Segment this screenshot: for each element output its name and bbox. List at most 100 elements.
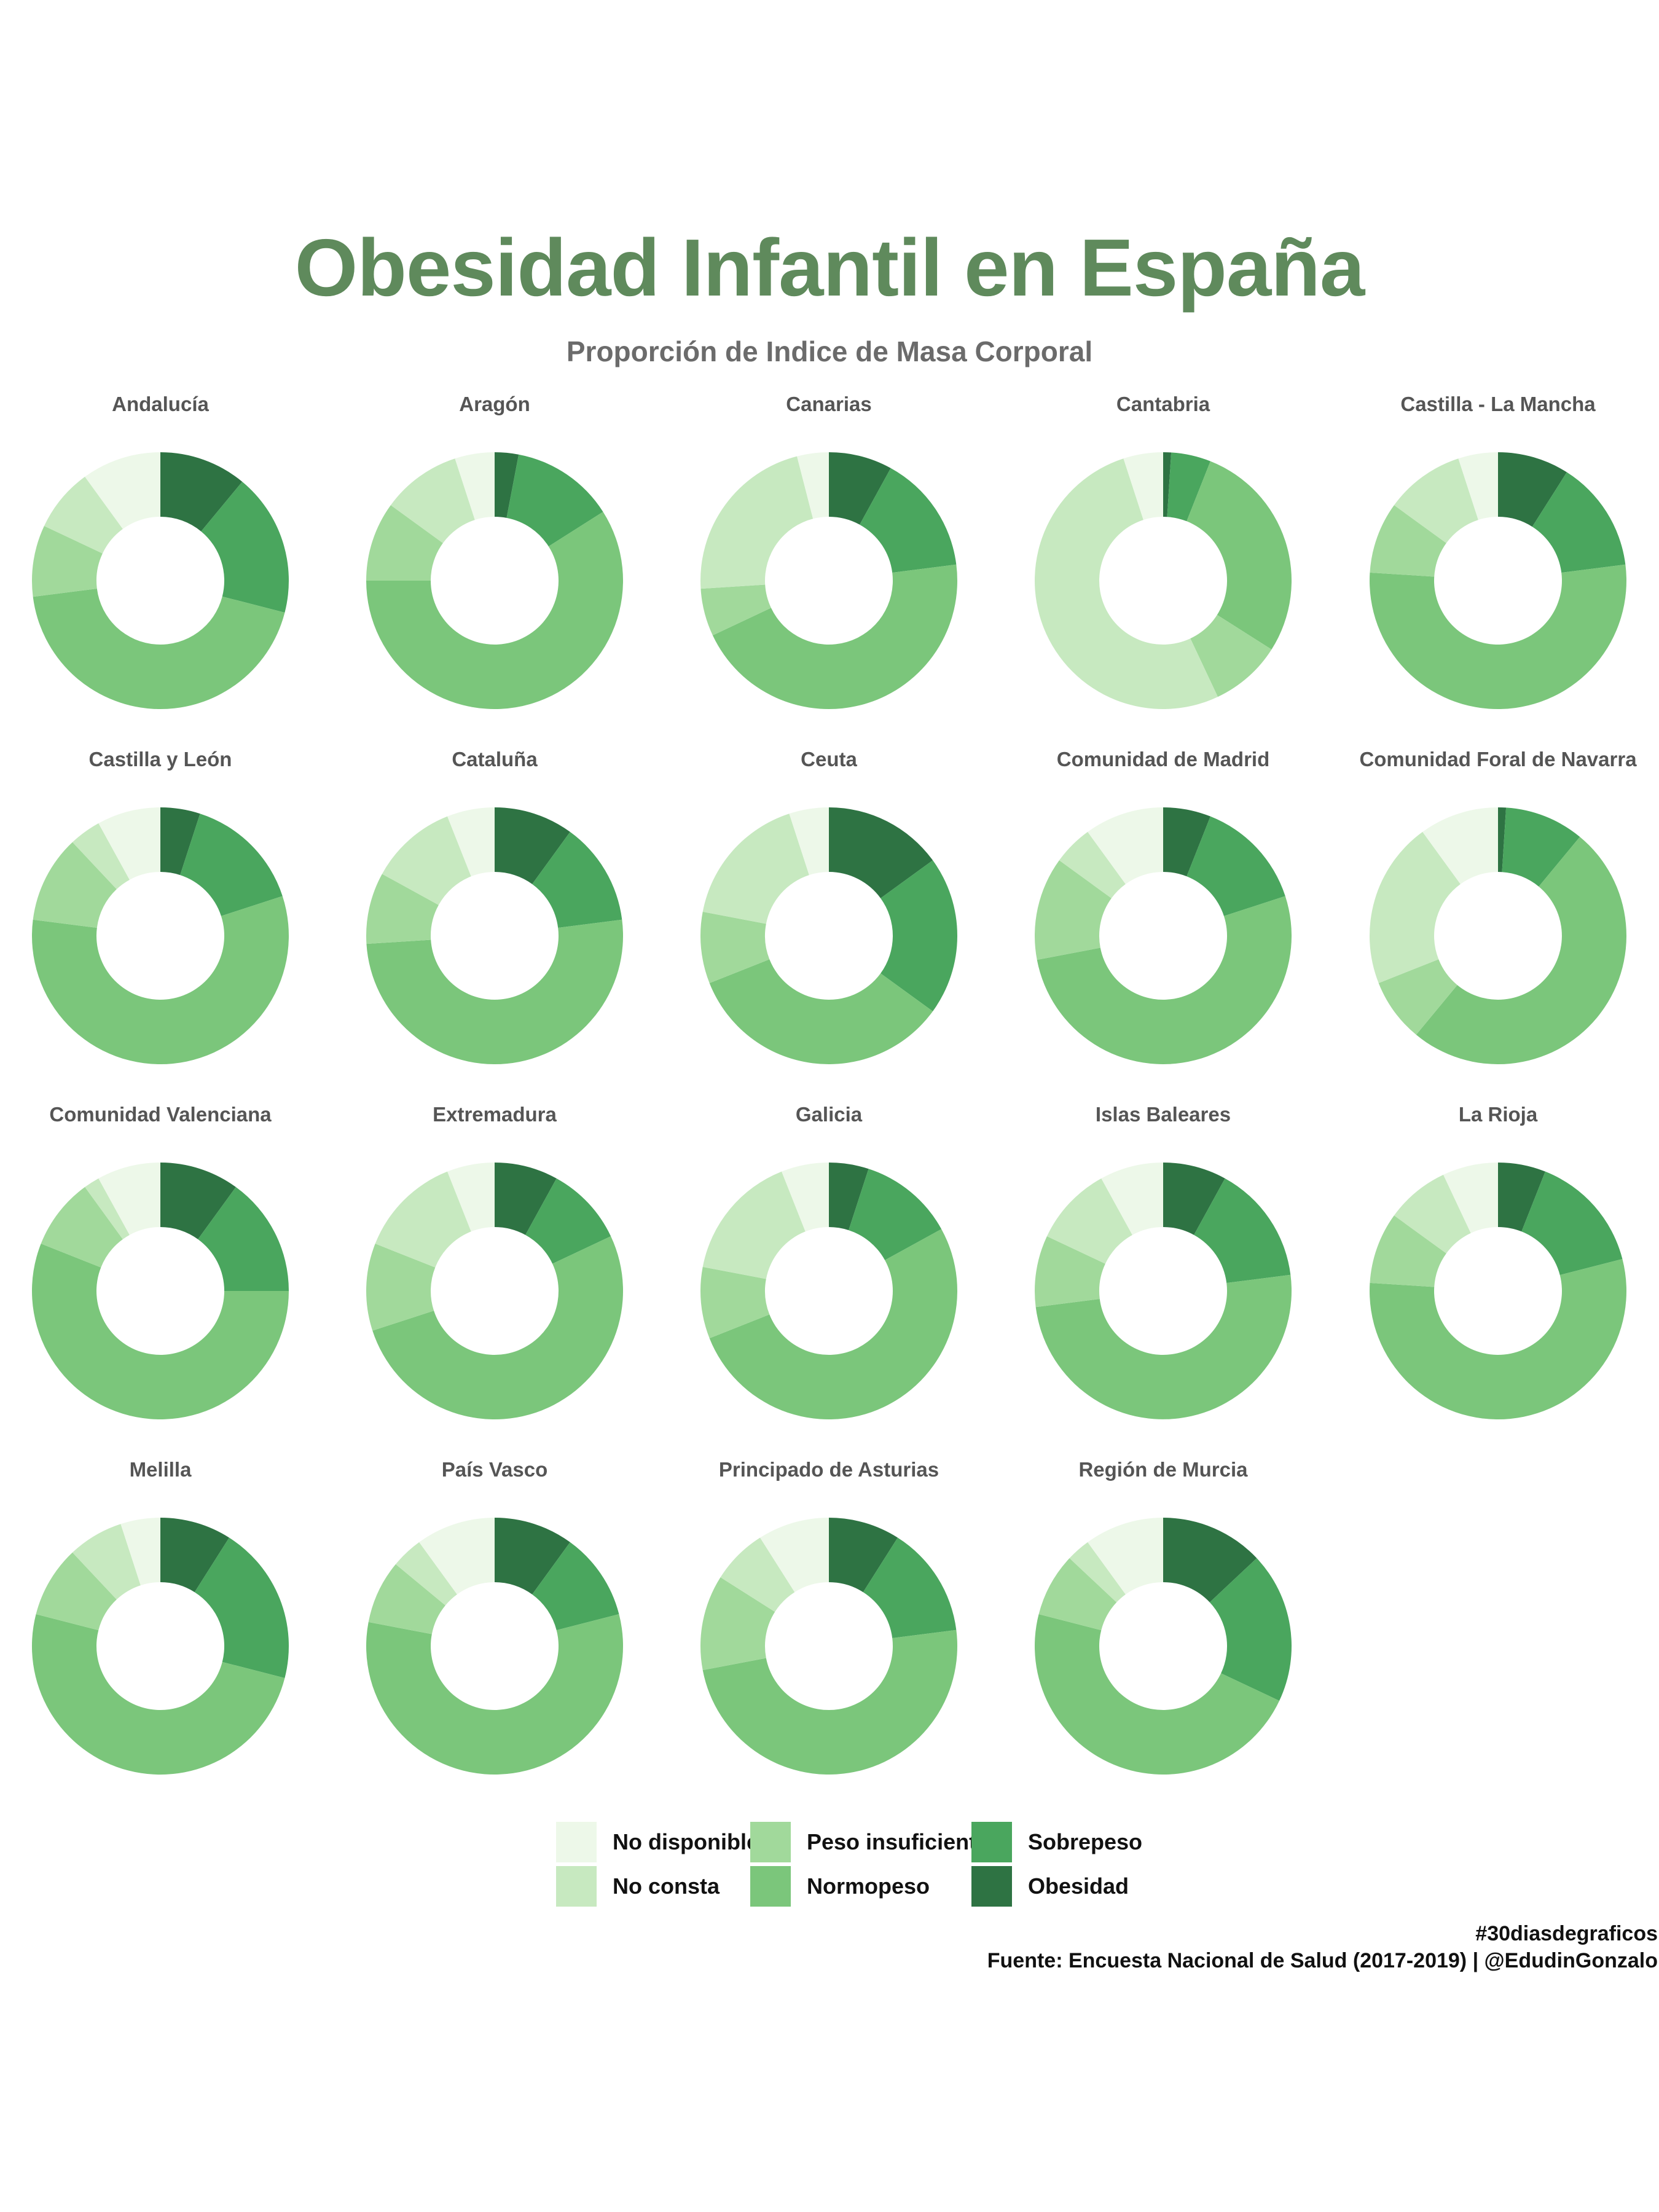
- donut-region-de-murcia: Región de Murcia: [1035, 1458, 1292, 1775]
- slice-peso-insuficiente: [700, 584, 771, 635]
- slice-normopeso: [1370, 564, 1626, 709]
- legend-label: No disponible: [613, 1829, 759, 1854]
- slice-obesidad: [1163, 452, 1172, 517]
- legend-label: Sobrepeso: [1028, 1829, 1143, 1854]
- legend-item-sobrepeso: Sobrepeso: [971, 1822, 1142, 1862]
- slice-normopeso: [712, 564, 957, 709]
- slice-obesidad: [1163, 807, 1210, 877]
- slice-no-disponible: [120, 1518, 160, 1586]
- facet-title: Cantabria: [1116, 393, 1210, 415]
- slice-peso-insuficiente: [33, 842, 117, 928]
- donut-galicia: Galicia: [700, 1103, 958, 1420]
- slice-no-consta: [375, 1171, 471, 1268]
- slice-sobrepeso: [860, 468, 957, 573]
- slice-normopeso: [33, 589, 285, 709]
- slice-normopeso: [1186, 461, 1292, 649]
- slice-no-consta: [44, 476, 123, 554]
- slice-sobrepeso: [198, 1186, 289, 1291]
- facet-title: Melilla: [130, 1458, 192, 1481]
- donut-la-rioja: La Rioja: [1370, 1103, 1626, 1419]
- facet-title: Islas Baleares: [1096, 1103, 1231, 1126]
- slice-peso-insuficiente: [366, 874, 439, 944]
- legend-item-no-consta: No consta: [556, 1866, 720, 1907]
- slice-peso-insuficiente: [1370, 505, 1446, 577]
- slice-sobrepeso: [194, 1537, 289, 1678]
- donut-andalucia: Andalucía: [32, 393, 289, 709]
- slice-normopeso: [366, 919, 623, 1065]
- slice-no-disponible: [447, 807, 495, 877]
- slice-peso-insuficiente: [1034, 860, 1112, 960]
- slice-no-consta: [720, 1537, 795, 1612]
- slice-peso-insuficiente: [368, 1564, 445, 1634]
- facet-title: Galicia: [796, 1103, 863, 1126]
- slice-no-consta: [1394, 1174, 1471, 1253]
- donut-comunidad-de-madrid: Comunidad de Madrid: [1034, 748, 1292, 1064]
- slice-no-disponible: [789, 807, 829, 876]
- slice-obesidad: [1163, 1518, 1257, 1602]
- donut-islas-baleares: Islas Baleares: [1035, 1103, 1292, 1419]
- caption: #30diasdegraficos Fuente: Encuesta Nacio…: [987, 1920, 1658, 1974]
- slice-no-consta: [85, 1178, 130, 1239]
- slice-no-consta: [72, 823, 130, 890]
- slice-peso-insuficiente: [32, 526, 103, 597]
- slice-obesidad: [495, 1518, 570, 1594]
- slice-no-disponible: [797, 452, 829, 519]
- slice-sobrepeso: [849, 1169, 942, 1260]
- slice-no-consta: [390, 458, 475, 543]
- slice-no-consta: [702, 814, 809, 924]
- slice-sobrepeso: [532, 1542, 619, 1631]
- slice-no-disponible: [98, 807, 160, 880]
- slice-no-disponible: [1422, 807, 1498, 884]
- slice-sobrepeso: [1209, 1558, 1292, 1701]
- slice-no-disponible: [1443, 1163, 1498, 1233]
- slice-normopeso: [32, 896, 289, 1064]
- donut-principado-de-asturias: Principado de Asturias: [700, 1458, 957, 1775]
- slice-peso-insuficiente: [700, 911, 770, 983]
- slice-normopeso: [31, 1614, 285, 1775]
- slice-no-disponible: [455, 452, 495, 520]
- donut-comunidad-valenciana: Comunidad Valenciana: [31, 1103, 289, 1419]
- slice-sobrepeso: [1532, 472, 1626, 573]
- facet-title: Cataluña: [452, 748, 538, 771]
- slice-normopeso: [1035, 1614, 1280, 1775]
- legend-swatch: [750, 1822, 791, 1862]
- slice-normopeso: [1416, 836, 1626, 1064]
- slice-no-consta: [1069, 1542, 1126, 1602]
- slice-peso-insuficiente: [366, 1244, 436, 1331]
- slice-peso-insuficiente: [1038, 1558, 1117, 1631]
- donut-cataluna: Cataluña: [366, 748, 623, 1065]
- chart-title: Obesidad Infantil en España: [294, 222, 1365, 313]
- slice-no-disponible: [1458, 452, 1498, 520]
- legend-swatch: [971, 1866, 1012, 1907]
- donut-aragon: Aragón: [366, 393, 623, 709]
- slice-no-consta: [395, 1542, 457, 1606]
- facet-title: Comunidad Foral de Navarra: [1359, 748, 1637, 771]
- legend-swatch: [750, 1866, 791, 1907]
- slice-peso-insuficiente: [700, 1577, 775, 1671]
- facet-title: Principado de Asturias: [719, 1458, 939, 1481]
- facet-title: Castilla y León: [89, 748, 232, 771]
- facet-title: Ceuta: [801, 748, 857, 771]
- legend-item-obesidad: Obesidad: [971, 1866, 1129, 1907]
- slice-obesidad: [160, 1163, 236, 1239]
- donut-extremadura: Extremadura: [366, 1103, 624, 1420]
- donut-castilla-y-leon: Castilla y León: [32, 748, 289, 1064]
- slice-normopeso: [1370, 1259, 1626, 1419]
- slice-obesidad: [495, 452, 519, 518]
- slice-no-consta: [1046, 1178, 1132, 1264]
- donut-cantabria: Cantabria: [1035, 393, 1292, 709]
- legend-item-peso-insuficiente: Peso insuficiente: [750, 1822, 989, 1862]
- slice-normopeso: [709, 959, 933, 1064]
- facet-title: Comunidad Valenciana: [49, 1103, 272, 1126]
- caption-source: Fuente: Encuesta Nacional de Salud (2017…: [987, 1949, 1658, 1972]
- slice-sobrepeso: [1194, 1178, 1291, 1283]
- slice-obesidad: [495, 807, 570, 884]
- slice-no-disponible: [1088, 1518, 1163, 1594]
- legend-item-normopeso: Normopeso: [750, 1866, 930, 1907]
- slice-obesidad: [1163, 1163, 1225, 1235]
- donut-comunidad-foral-de-navarra: Comunidad Foral de Navarra: [1359, 748, 1637, 1064]
- slice-peso-insuficiente: [1035, 1236, 1105, 1308]
- slice-sobrepeso: [525, 1178, 611, 1264]
- slice-obesidad: [1498, 452, 1567, 527]
